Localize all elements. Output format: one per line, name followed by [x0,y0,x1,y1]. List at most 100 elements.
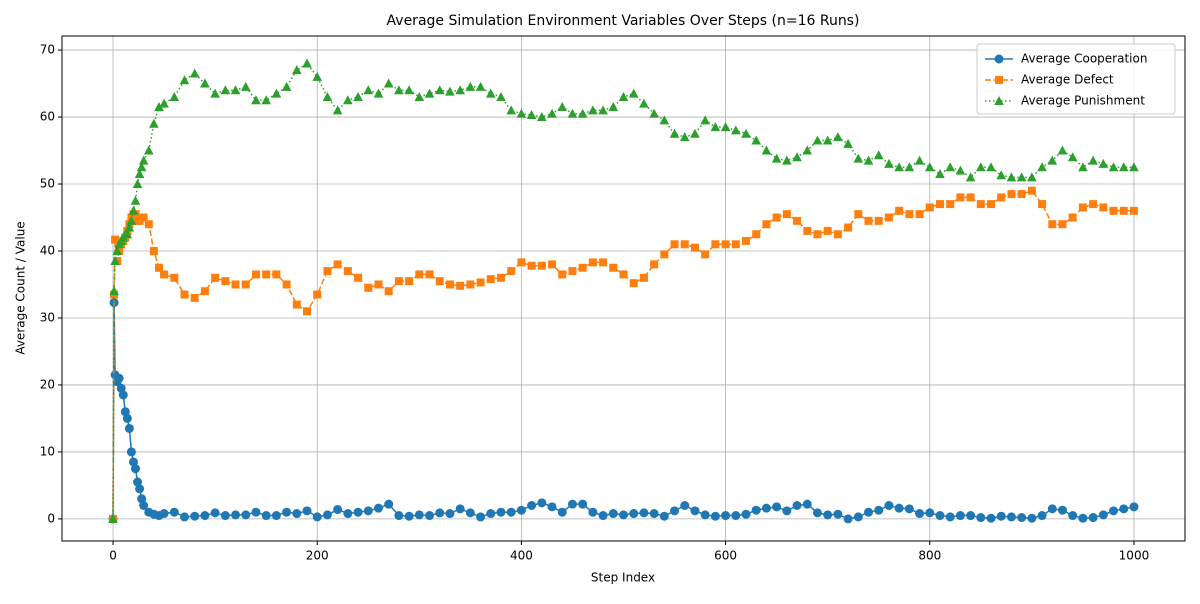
marker [894,503,904,513]
marker [261,95,271,105]
marker [384,499,394,509]
marker [124,222,135,232]
legend-label: Average Punishment [1021,94,1145,108]
marker [1088,513,1098,523]
marker [136,162,147,172]
marker [445,509,455,519]
marker [1119,504,1129,514]
marker [241,280,250,289]
marker [126,447,136,457]
marker [720,122,731,132]
marker [547,502,557,512]
marker [114,373,124,383]
marker [994,96,1004,105]
marker [812,135,823,145]
marker [813,230,822,239]
marker [639,98,649,108]
marker [526,110,537,120]
marker [353,91,363,101]
marker [445,280,454,289]
marker [486,509,496,519]
marker [997,193,1006,202]
marker [135,484,145,494]
marker [547,108,557,118]
marker [598,511,608,521]
marker [1129,206,1138,215]
marker [169,91,180,101]
marker [986,513,996,523]
x-tick-label: 600 [714,549,737,563]
marker [455,504,465,514]
marker [803,226,812,235]
marker [154,101,164,111]
marker [415,270,424,279]
marker [404,85,414,95]
y-tick-label: 50 [40,177,55,191]
marker [302,58,312,68]
marker [1048,220,1057,229]
marker [363,506,373,516]
marker [394,511,404,521]
marker [1067,152,1078,162]
marker [669,128,680,138]
marker [924,162,935,172]
marker [793,216,802,225]
marker [659,115,670,125]
marker [884,501,894,511]
series-line [112,189,1134,519]
marker [465,508,475,518]
marker [200,78,210,88]
marker [132,179,143,189]
marker [873,150,884,160]
marker [670,240,679,249]
marker [1109,506,1119,516]
marker [782,210,791,219]
marker [935,511,945,521]
marker [557,507,567,517]
marker [118,390,128,400]
y-tick-label: 10 [40,444,55,458]
marker [122,229,133,239]
marker [619,270,628,279]
marker [475,81,486,91]
marker [904,504,914,514]
marker [138,155,149,165]
series-line [112,302,1135,520]
chart-title: Average Simulation Environment Variables… [387,13,860,29]
marker [373,503,383,513]
marker [496,507,506,517]
marker [231,510,241,520]
marker [303,307,312,316]
marker [434,85,445,95]
marker [190,511,200,521]
marker [506,105,516,115]
marker [690,243,699,252]
marker [567,108,578,118]
marker [659,511,669,521]
marker [782,155,792,165]
marker [772,502,782,512]
marker [1007,190,1016,199]
marker [548,260,557,269]
marker [701,250,710,259]
marker [853,153,864,163]
marker [240,81,251,91]
marker [588,105,598,115]
marker [843,138,853,148]
marker [124,423,134,433]
marker [752,230,761,239]
marker [1057,145,1068,155]
marker [762,220,771,229]
marker [383,78,394,88]
marker [629,279,638,288]
marker [935,168,945,178]
marker [1037,511,1047,521]
marker [516,108,527,118]
marker [527,261,536,270]
marker [281,81,292,91]
marker [190,293,199,302]
marker [1129,502,1139,512]
x-tick-label: 200 [306,549,329,563]
marker [945,512,955,522]
